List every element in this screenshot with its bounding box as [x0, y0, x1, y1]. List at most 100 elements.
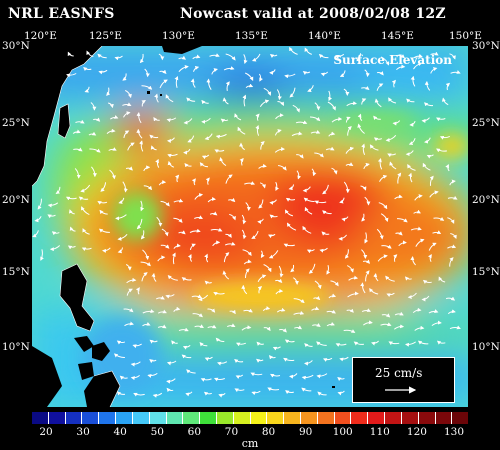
current-vector	[394, 194, 403, 200]
current-vector	[417, 340, 429, 345]
current-vector	[428, 309, 439, 314]
colorbar-swatch	[182, 412, 200, 424]
current-vector	[234, 388, 245, 393]
current-vector	[222, 97, 229, 105]
current-vector	[181, 277, 192, 282]
current-vector	[325, 146, 335, 151]
current-vector	[289, 373, 298, 379]
colorbar-swatch	[300, 412, 317, 424]
current-vector	[357, 113, 363, 122]
current-vector	[331, 167, 338, 175]
current-vector	[269, 69, 276, 75]
current-vector	[117, 247, 123, 254]
current-vector	[415, 238, 425, 247]
current-vector	[397, 172, 402, 184]
current-vector	[167, 160, 175, 168]
current-vector	[424, 137, 431, 144]
current-vector	[394, 311, 404, 316]
current-vector	[204, 356, 213, 362]
current-vector	[302, 225, 312, 234]
current-vector	[353, 341, 364, 346]
current-vector	[423, 102, 434, 107]
current-vector	[441, 97, 449, 106]
current-vector	[339, 356, 349, 362]
lat-label-left-20: 20°N	[2, 194, 30, 206]
current-vector	[314, 280, 322, 290]
current-vector	[274, 146, 286, 153]
current-vector	[241, 229, 247, 240]
current-vector	[335, 343, 347, 347]
current-vector	[192, 313, 203, 318]
current-vector	[245, 72, 254, 82]
current-vector	[234, 358, 244, 364]
current-vector	[407, 292, 417, 300]
current-vector	[156, 216, 163, 227]
current-vector	[218, 392, 226, 398]
current-vector	[346, 101, 357, 107]
current-vector	[68, 209, 75, 215]
current-vector	[123, 130, 130, 138]
colorbar-tick-label: 90	[298, 426, 313, 438]
current-vector	[149, 134, 159, 139]
colorbar-tick-label: 70	[224, 426, 239, 438]
current-vector	[311, 168, 317, 177]
current-vector	[430, 67, 438, 74]
current-vector	[245, 83, 254, 88]
current-vector	[316, 341, 327, 346]
current-vector	[283, 357, 295, 362]
lat-label-left-15: 15°N	[2, 266, 30, 278]
map-canvas: Surface Elevation	[32, 46, 468, 407]
current-vector	[328, 131, 336, 137]
colorbar-swatch	[232, 412, 250, 424]
current-vector	[422, 162, 431, 171]
current-vector	[206, 78, 212, 90]
current-vector	[257, 274, 267, 283]
current-vector	[285, 390, 294, 395]
current-vector	[117, 233, 128, 241]
current-vector	[244, 268, 250, 279]
current-vector	[122, 181, 128, 193]
current-vector	[258, 73, 263, 82]
lat-label-right-15: 15°N	[472, 266, 500, 278]
current-vector	[167, 274, 178, 281]
current-vector	[321, 231, 330, 236]
current-vector	[347, 125, 352, 136]
current-vector	[55, 186, 61, 194]
current-vector	[192, 54, 201, 60]
current-vector	[314, 152, 324, 158]
current-vector	[422, 279, 432, 284]
current-vector	[108, 147, 117, 151]
current-vector	[364, 196, 371, 206]
current-vector	[209, 53, 220, 57]
current-vector	[190, 78, 196, 88]
current-vector	[241, 284, 248, 295]
colorbar-tick-label: 60	[187, 426, 202, 438]
current-vector	[310, 130, 321, 134]
current-vector	[167, 153, 178, 158]
current-vector	[380, 213, 389, 223]
current-vector	[296, 170, 302, 180]
current-vector	[132, 343, 142, 349]
current-vector	[431, 320, 442, 326]
current-vector	[155, 295, 165, 300]
current-vector	[267, 233, 276, 239]
current-vector	[130, 375, 140, 381]
current-vector	[67, 245, 76, 250]
current-vector	[387, 153, 397, 158]
colorbar-swatch	[333, 412, 351, 424]
current-vector	[257, 286, 263, 294]
current-vector	[269, 54, 278, 58]
mainland-china	[32, 46, 102, 186]
current-vector	[97, 201, 108, 205]
current-vector	[447, 309, 456, 315]
current-vector	[150, 145, 157, 151]
current-vector	[312, 323, 321, 327]
current-vector	[215, 337, 225, 342]
current-vector	[345, 116, 351, 123]
current-vector	[404, 276, 412, 281]
colorbar-swatch	[131, 412, 149, 424]
current-vector	[69, 226, 76, 232]
current-vector	[158, 53, 165, 61]
colorbar-swatch	[451, 412, 469, 424]
colorbar-swatch	[32, 412, 48, 424]
